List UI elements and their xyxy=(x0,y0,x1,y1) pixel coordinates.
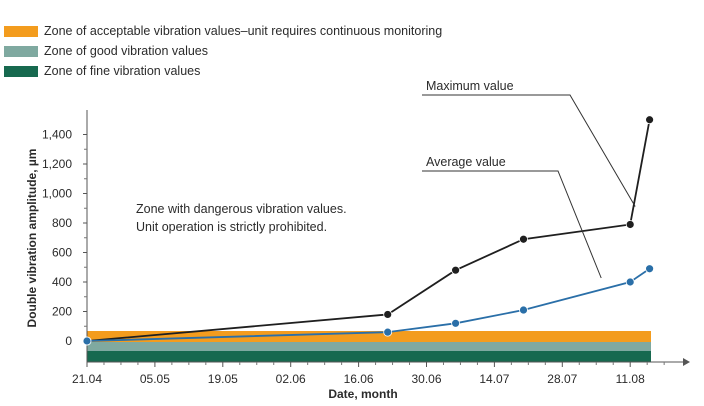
y-tick-label: 0 xyxy=(65,334,72,348)
y-tick-label: 1,000 xyxy=(42,187,72,201)
x-tick-label: 28.07 xyxy=(547,372,577,386)
series-point-1 xyxy=(645,264,654,274)
series-point-0 xyxy=(625,220,635,229)
annotation-leader-0 xyxy=(422,94,636,207)
x-axis-title: Date, month xyxy=(328,387,397,401)
y-tick-label: 600 xyxy=(52,246,72,260)
y-tick-label: 400 xyxy=(52,275,72,289)
danger-zone-note-line-1: Zone with dangerous vibration values. xyxy=(136,202,347,216)
chart-annotations: Maximum value Average value xyxy=(422,79,636,279)
legend-item-good: Zone of good vibration values xyxy=(4,43,208,59)
series-point-0 xyxy=(451,265,461,275)
x-tick-label: 14.07 xyxy=(479,372,509,386)
x-tick-label: 11.08 xyxy=(616,372,645,386)
legend-swatch-good xyxy=(4,45,38,57)
legend-item-acceptable: Zone of acceptable vibration values–unit… xyxy=(4,23,442,39)
zone-acceptable xyxy=(87,331,651,342)
series-line-1 xyxy=(86,267,651,342)
x-tick-label: 19.05 xyxy=(208,372,238,386)
legend-swatch-acceptable xyxy=(4,25,38,37)
series-point-1 xyxy=(383,327,393,337)
series-point-0 xyxy=(519,234,528,244)
annotation-label-0: Maximum value xyxy=(426,79,514,93)
chart-axes xyxy=(86,110,690,366)
legend-label-acceptable: Zone of acceptable vibration values–unit… xyxy=(44,24,443,38)
zone-fine xyxy=(87,351,651,362)
zone-good xyxy=(87,342,651,351)
series-point-0 xyxy=(645,115,654,125)
annotation-label-1: Average value xyxy=(426,155,506,169)
y-axis-title: Double vibration amplitude, µm xyxy=(25,149,39,328)
series-point-1 xyxy=(625,277,635,287)
x-axis-arrow xyxy=(683,358,690,366)
vibration-zones xyxy=(87,331,651,362)
x-tick-label: 02.06 xyxy=(276,372,306,386)
legend-label-good: Zone of good vibration values xyxy=(44,44,208,58)
y-tick-label: 1,400 xyxy=(42,128,72,142)
series-point-1 xyxy=(451,318,461,328)
chart-series xyxy=(82,115,654,346)
y-tick-label: 800 xyxy=(52,216,72,230)
legend-label-fine: Zone of fine vibration values xyxy=(44,64,201,78)
danger-zone-note-line-2: Unit operation is strictly prohibited. xyxy=(136,220,327,234)
x-axis-ticks: 21.04 05.05 19.05 02.06 16.06 30.06 14.07 28.07… xyxy=(72,362,665,386)
annotation-leader-1 xyxy=(422,170,602,279)
series-line-0 xyxy=(86,119,651,342)
y-tick-label: 200 xyxy=(52,305,72,319)
x-tick-label: 30.06 xyxy=(411,372,441,386)
legend-swatch-fine xyxy=(4,65,38,77)
series-point-1 xyxy=(82,336,92,346)
y-axis-ticks: 0 200 400 600 800 1,000 1,200 1,400 xyxy=(42,128,87,348)
x-tick-label: 16.06 xyxy=(344,372,374,386)
series-point-1 xyxy=(519,305,528,315)
y-tick-label: 1,200 xyxy=(42,157,72,171)
series-point-0 xyxy=(383,310,393,319)
x-tick-label: 05.05 xyxy=(140,372,170,386)
x-tick-label: 21.04 xyxy=(72,372,102,386)
legend-item-fine: Zone of fine vibration values xyxy=(4,63,200,79)
